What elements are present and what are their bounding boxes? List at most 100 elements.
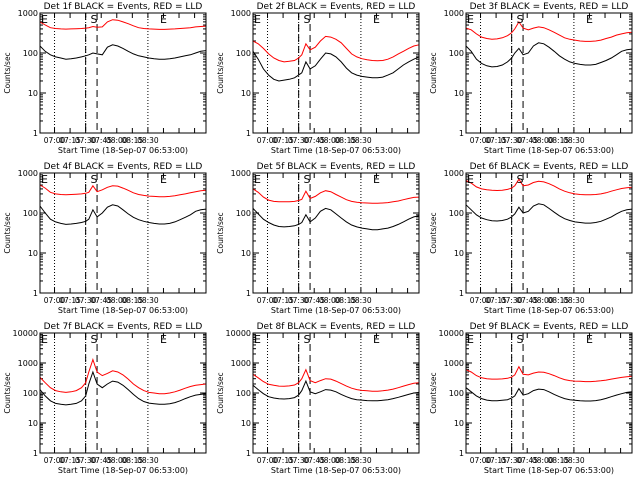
x-tick-label: 08:00 [106,296,128,305]
y-tick-label: 10 [241,419,251,428]
plot-frame [252,172,420,294]
x-tick-label: 07:30 [288,136,310,145]
y-tick-label: 10000 [226,329,251,338]
chart-panel-3: Det 3f BLACK = Events, RED = LLD 1 10 100 10… [429,2,633,155]
plot-frame [465,12,633,134]
series-line-lld [252,188,420,204]
x-tick-label: 07:30 [501,136,523,145]
chart-title: Det 2f BLACK = Events, RED = LLD [257,2,416,12]
y-tick-label: 10 [241,249,251,258]
y-axis-label: Counts/sec [3,52,12,93]
series-line-lld [465,178,633,196]
y-tick-label: 1 [459,289,464,298]
x-tick-label: 08:15 [122,136,144,145]
x-tick-label: 07:45 [516,456,538,465]
x-tick-label: 08:15 [335,296,357,305]
event-marker: E [160,13,167,26]
chart-panel-7: Det 7f BLACK = Events, RED = LLD 1 10 100 10… [3,322,207,475]
y-tick-label: 100 [23,49,38,58]
event-marker: E [467,13,474,26]
y-tick-label: 100 [23,209,38,218]
y-tick-label: 10 [28,249,38,258]
chart-panel-2: Det 2f BLACK = Events, RED = LLD 1 10 100 10… [216,2,420,155]
series-line-events [252,207,420,231]
series-line-events [39,44,207,60]
x-axis-label: Start Time (18-Sep-07 06:53:00) [484,146,614,155]
x-tick-label: 08:30 [350,296,372,305]
chart-title: Det 7f BLACK = Events, RED = LLD [44,322,203,332]
x-axis-label: Start Time (18-Sep-07 06:53:00) [58,306,188,315]
y-tick-label: 100 [449,209,464,218]
x-tick-label: 07:45 [90,296,112,305]
chart-title: Det 4f BLACK = Events, RED = LLD [44,162,203,172]
chart-panel-9: Det 9f BLACK = Events, RED = LLD 1 10 100 10… [429,322,633,475]
x-tick-label: 07:15 [485,456,507,465]
y-tick-label: 1000 [444,9,464,18]
y-tick-label: 1 [246,129,251,138]
y-tick-label: 1000 [18,169,38,178]
x-tick-label: 08:30 [563,136,585,145]
chart-panel-5: Det 5f BLACK = Events, RED = LLD 1 10 100 10… [216,162,420,315]
plot-frame [39,332,207,454]
x-tick-label: 08:00 [106,456,128,465]
x-tick-label: 07:45 [516,136,538,145]
series-line-events [39,204,207,225]
x-axis-label: Start Time (18-Sep-07 06:53:00) [271,306,401,315]
y-tick-label: 1000 [231,9,251,18]
x-tick-label: 07:45 [90,136,112,145]
event-marker: E [373,173,380,186]
y-tick-label: 1000 [444,169,464,178]
event-marker: E [586,173,593,186]
plot-frame [252,332,420,454]
x-tick-label: 07:30 [288,296,310,305]
y-tick-label: 1000 [444,359,464,368]
x-axis-label: Start Time (18-Sep-07 06:53:00) [484,466,614,475]
event-marker: E [467,173,474,186]
x-tick-label: 08:30 [563,296,585,305]
x-tick-label: 08:30 [350,136,372,145]
y-tick-label: 1000 [231,169,251,178]
event-marker: S [303,333,310,346]
event-marker: E [467,333,474,346]
y-tick-label: 100 [449,389,464,398]
event-marker: S [90,173,97,186]
y-tick-label: 100 [236,49,251,58]
plot-frame [39,172,207,294]
event-marker: E [373,333,380,346]
event-marker: E [586,13,593,26]
event-marker: S [516,173,523,186]
x-tick-label: 08:15 [122,456,144,465]
event-marker: S [90,13,97,26]
chart-title: Det 6f BLACK = Events, RED = LLD [470,162,629,172]
x-tick-label: 07:45 [90,456,112,465]
y-axis-label: Counts/sec [216,52,225,93]
plot-frame [252,12,420,134]
x-tick-label: 07:45 [303,456,325,465]
event-marker: S [516,13,523,26]
event-marker: E [373,13,380,26]
series-line-lld [39,19,207,30]
y-tick-label: 10000 [13,329,38,338]
x-tick-label: 07:15 [59,456,81,465]
event-marker: E [586,333,593,346]
chart-title: Det 1f BLACK = Events, RED = LLD [44,2,203,12]
y-axis-label: Counts/sec [216,212,225,253]
event-marker: E [41,173,48,186]
y-tick-label: 10 [28,89,38,98]
x-tick-label: 07:00 [257,456,279,465]
x-tick-label: 08:15 [335,456,357,465]
x-tick-label: 07:30 [501,456,523,465]
event-marker: S [303,173,310,186]
event-marker: E [254,13,261,26]
x-tick-label: 07:15 [272,456,294,465]
y-tick-label: 100 [236,389,251,398]
x-tick-label: 07:30 [75,296,97,305]
series-line-events [465,387,633,402]
x-tick-label: 07:00 [470,136,492,145]
event-marker: E [160,173,167,186]
y-tick-label: 10 [28,419,38,428]
x-tick-label: 07:15 [59,296,81,305]
y-tick-label: 1 [33,289,38,298]
x-tick-label: 07:00 [44,296,66,305]
chart-panel-4: Det 4f BLACK = Events, RED = LLD 1 10 100 10… [3,162,207,315]
